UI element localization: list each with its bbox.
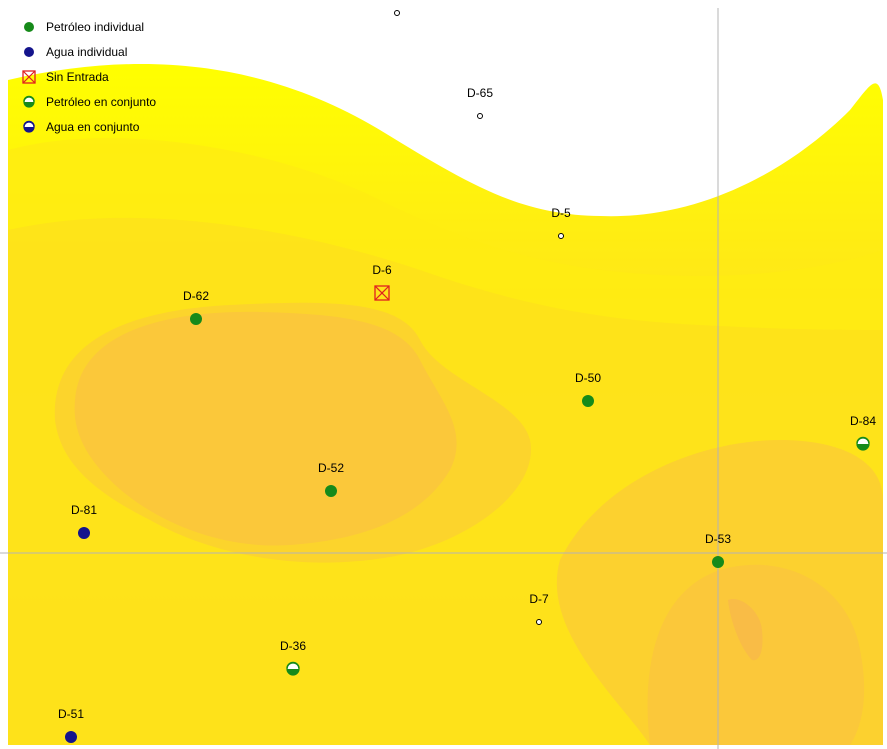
well-d-5[interactable]: D-5	[551, 206, 571, 239]
oil-individual-icon	[24, 21, 34, 32]
well-d-52[interactable]: D-52	[318, 461, 344, 497]
contour-band-8	[728, 599, 763, 661]
water-joint-icon	[23, 120, 35, 133]
crosshair	[0, 8, 887, 749]
legend-label: Petróleo en conjunto	[46, 94, 157, 109]
contour-bands	[8, 64, 883, 746]
well-label: D-65	[467, 86, 493, 100]
legend-label: Agua en conjunto	[46, 119, 140, 134]
map-legend: Petróleo individual Agua individual Sin En…	[20, 14, 156, 139]
legend-symbol	[24, 21, 34, 32]
legend-label: Sin Entrada	[46, 69, 109, 84]
well-label: D-5	[551, 206, 571, 220]
legend-item-oil-joint: Petróleo en conjunto	[20, 89, 156, 114]
oil-joint-icon	[856, 436, 870, 451]
well-label: D-51	[58, 707, 84, 721]
oil-individual-icon	[190, 313, 202, 325]
legend-item-oil-individual: Petróleo individual	[20, 14, 156, 39]
dry-well-icon	[558, 233, 564, 239]
legend-symbol	[23, 95, 35, 108]
dry-well-icon	[536, 619, 542, 625]
oil-individual-icon	[325, 485, 337, 497]
water-individual-icon	[78, 527, 90, 539]
oil-individual-icon	[582, 395, 594, 407]
legend-item-water-joint: Agua en conjunto	[20, 114, 156, 139]
dry-well-icon	[477, 113, 483, 119]
well-d-36[interactable]: D-36	[280, 639, 306, 676]
well-label: D-84	[850, 414, 876, 428]
legend-label: Agua individual	[46, 44, 128, 59]
edge-well-marker	[394, 10, 400, 16]
well-d-84[interactable]: D-84	[850, 414, 876, 451]
top-edge-marker	[394, 10, 400, 16]
wells-layer: D-65 D-5 D-6 D-62 D-50 D-84 D-52 D-81 D-53 D-7 D-3…	[58, 86, 876, 743]
oil-individual-icon	[712, 556, 724, 568]
well-d-50[interactable]: D-50	[575, 371, 601, 407]
well-d-51[interactable]: D-51	[58, 707, 84, 743]
legend-symbol	[22, 69, 36, 84]
well-label: D-50	[575, 371, 601, 385]
legend-label: Petróleo individual	[46, 19, 145, 34]
legend-symbol	[23, 120, 35, 133]
legend-item-water-individual: Agua individual	[20, 39, 156, 64]
well-label: D-62	[183, 289, 209, 303]
well-d-62[interactable]: D-62	[183, 289, 209, 325]
well-d-7[interactable]: D-7	[529, 592, 549, 625]
well-d-81[interactable]: D-81	[71, 503, 97, 539]
well-label: D-36	[280, 639, 306, 653]
well-label: D-52	[318, 461, 344, 475]
legend-symbol	[24, 46, 34, 57]
well-d-53[interactable]: D-53	[705, 532, 731, 568]
well-d-65[interactable]: D-65	[467, 86, 493, 119]
legend-item-no-entry: Sin Entrada	[20, 64, 156, 89]
well-label: D-7	[529, 592, 549, 606]
well-label: D-6	[372, 263, 392, 277]
contour-band-5	[74, 311, 457, 546]
oil-joint-icon	[23, 95, 35, 108]
water-individual-icon	[65, 731, 77, 743]
no-entry-icon	[22, 69, 36, 84]
well-d-6[interactable]: D-6	[372, 263, 392, 301]
oil-joint-icon	[286, 661, 300, 676]
water-individual-icon	[24, 46, 34, 57]
no-entry-icon	[374, 285, 390, 301]
well-label: D-53	[705, 532, 731, 546]
well-label: D-81	[71, 503, 97, 517]
